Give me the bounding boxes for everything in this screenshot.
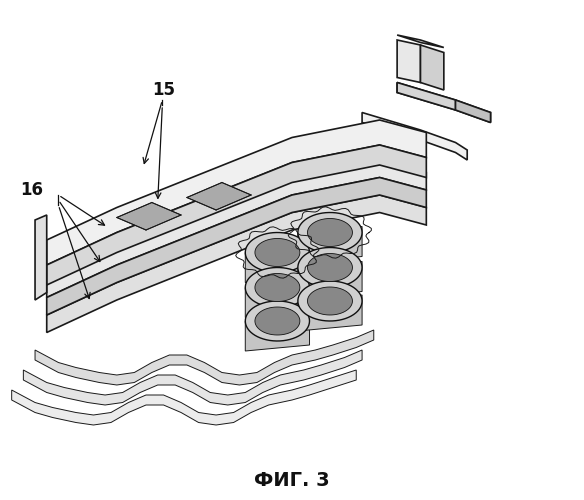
Polygon shape (456, 100, 491, 122)
Polygon shape (35, 330, 374, 385)
Polygon shape (298, 212, 362, 252)
Polygon shape (420, 45, 444, 90)
Text: 15: 15 (152, 81, 175, 99)
Polygon shape (255, 238, 300, 266)
Polygon shape (47, 178, 426, 315)
Text: ФИГ. 3: ФИГ. 3 (254, 470, 330, 490)
Polygon shape (47, 120, 426, 265)
Polygon shape (245, 315, 310, 351)
Polygon shape (245, 232, 310, 272)
Polygon shape (308, 287, 352, 315)
Polygon shape (397, 40, 420, 82)
Polygon shape (397, 82, 456, 110)
Polygon shape (245, 246, 310, 282)
Polygon shape (298, 295, 362, 331)
Polygon shape (397, 35, 444, 48)
Polygon shape (298, 248, 362, 288)
Polygon shape (23, 350, 362, 405)
Polygon shape (255, 307, 300, 335)
Polygon shape (308, 254, 352, 281)
Polygon shape (12, 370, 356, 425)
Polygon shape (35, 215, 47, 300)
Text: 16: 16 (20, 181, 44, 199)
Polygon shape (245, 268, 310, 308)
Polygon shape (308, 218, 352, 246)
Polygon shape (187, 182, 251, 210)
Polygon shape (298, 262, 362, 298)
Polygon shape (298, 226, 362, 262)
Polygon shape (255, 274, 300, 301)
Polygon shape (245, 282, 310, 318)
Polygon shape (298, 281, 362, 321)
Polygon shape (47, 160, 426, 298)
Polygon shape (362, 112, 467, 160)
Polygon shape (397, 82, 491, 122)
Polygon shape (47, 195, 426, 332)
Polygon shape (117, 202, 181, 230)
Polygon shape (245, 301, 310, 341)
Polygon shape (47, 145, 426, 285)
